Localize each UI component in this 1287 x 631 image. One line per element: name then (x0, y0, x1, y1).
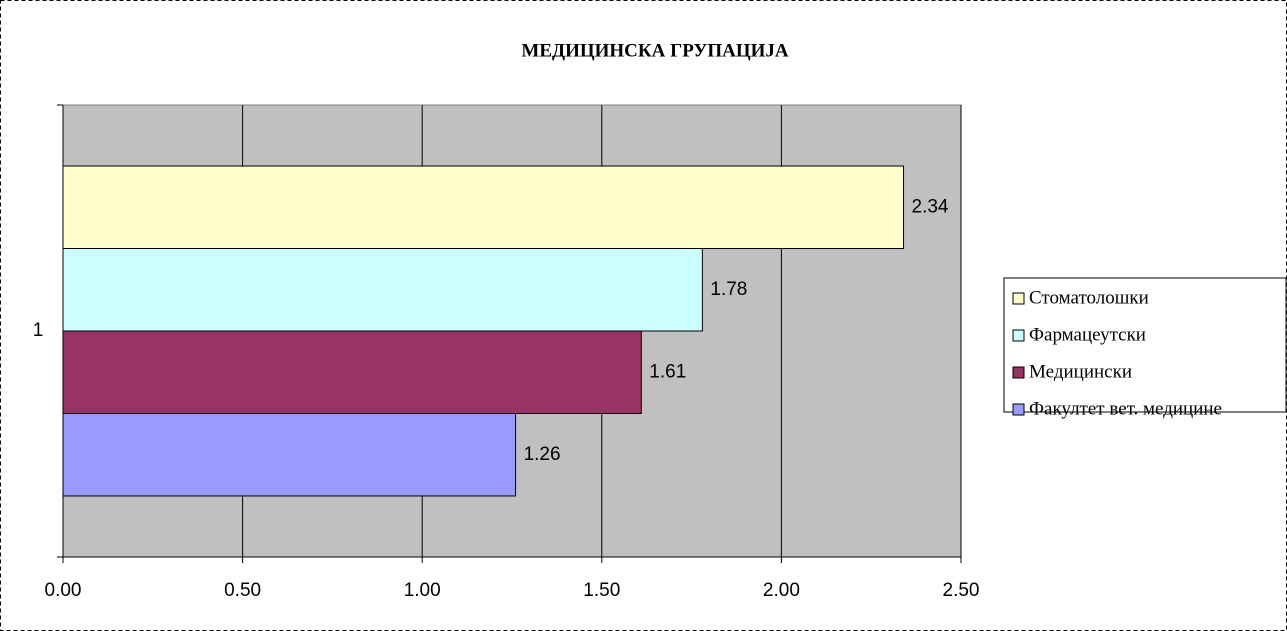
chart-title: МЕДИЦИНСКА ГРУПАЦИЈА (521, 40, 788, 61)
y-tick-label: 1 (33, 320, 44, 341)
value-label: 1.26 (524, 444, 561, 465)
legend-swatch (1012, 366, 1025, 379)
x-tick-label: 2.00 (763, 580, 800, 601)
x-tick-label: 1.50 (583, 580, 620, 601)
bar (62, 248, 703, 332)
legend-box (1003, 277, 1287, 413)
legend-swatch (1012, 403, 1025, 416)
legend-swatch (1012, 292, 1025, 305)
x-tick-label: 0.00 (45, 580, 82, 601)
legend-label: Стоматолошки (1029, 287, 1149, 308)
x-tick-label: 0.50 (224, 580, 261, 601)
value-label: 1.78 (710, 279, 747, 300)
legend-label: Медицински (1029, 361, 1132, 382)
legend-label: Фармацеутски (1029, 324, 1146, 345)
legend-label: Факултет вет. медицине (1029, 398, 1222, 419)
legend-swatch (1012, 329, 1025, 342)
value-label: 1.61 (649, 361, 686, 382)
bar (62, 330, 642, 414)
value-label: 2.34 (912, 196, 949, 217)
bar (62, 412, 517, 497)
bar (62, 165, 905, 250)
x-tick-label: 1.00 (404, 580, 441, 601)
x-tick-label: 2.50 (943, 580, 980, 601)
